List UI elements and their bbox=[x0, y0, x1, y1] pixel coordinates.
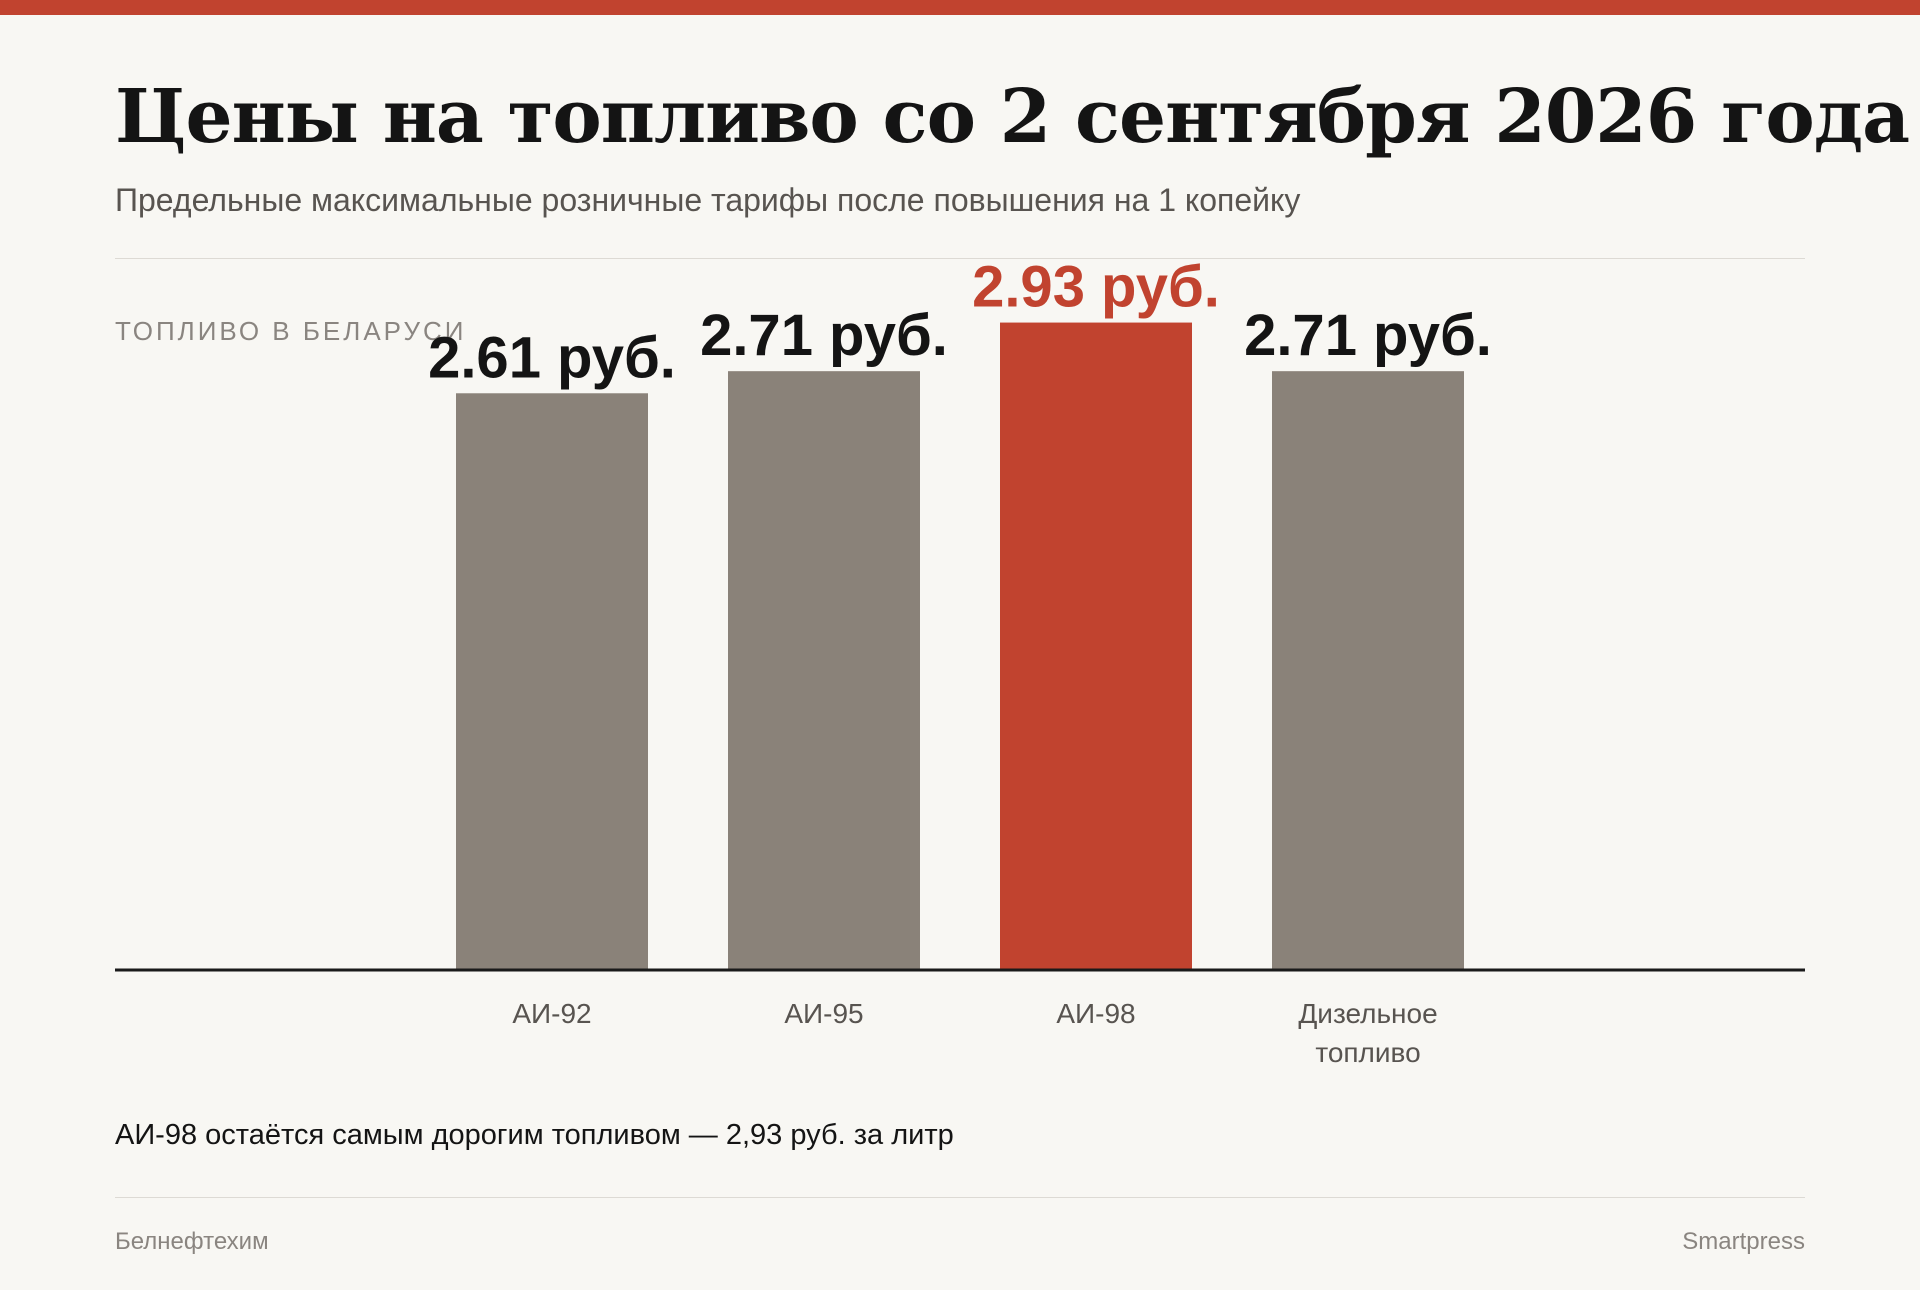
category-label-4: Дизельное топливо bbox=[1298, 998, 1437, 1068]
bar-4 bbox=[1272, 371, 1464, 970]
bar-1 bbox=[456, 393, 648, 971]
bar-3 bbox=[1000, 322, 1192, 970]
category-label-1: АИ-92 bbox=[512, 998, 591, 1029]
bar-value-label-1: 2.61 руб. bbox=[428, 325, 676, 390]
header-divider bbox=[115, 258, 1805, 259]
bar-value-label-2: 2.71 руб. bbox=[700, 303, 948, 368]
page-subtitle: Предельные максимальные розничные тарифы… bbox=[115, 182, 1301, 218]
bar-2 bbox=[728, 371, 920, 970]
page-title: Цены на топливо со 2 сентября 2026 года bbox=[115, 74, 1910, 160]
section-label: ТОПЛИВО В БЕЛАРУСИ bbox=[115, 316, 467, 346]
top-accent-bar bbox=[0, 0, 1920, 15]
category-label-2: АИ-95 bbox=[784, 998, 863, 1029]
chart-note: АИ-98 остаётся самым дорогим топливом — … bbox=[115, 1119, 954, 1151]
brand-label: Smartpress bbox=[1682, 1228, 1805, 1255]
source-label: Белнефтехим bbox=[115, 1228, 269, 1255]
category-label-3: АИ-98 bbox=[1056, 998, 1135, 1029]
footer-divider bbox=[115, 1197, 1805, 1198]
bar-value-label-4: 2.71 руб. bbox=[1244, 303, 1492, 368]
bar-value-label-3: 2.93 руб. bbox=[972, 255, 1220, 320]
